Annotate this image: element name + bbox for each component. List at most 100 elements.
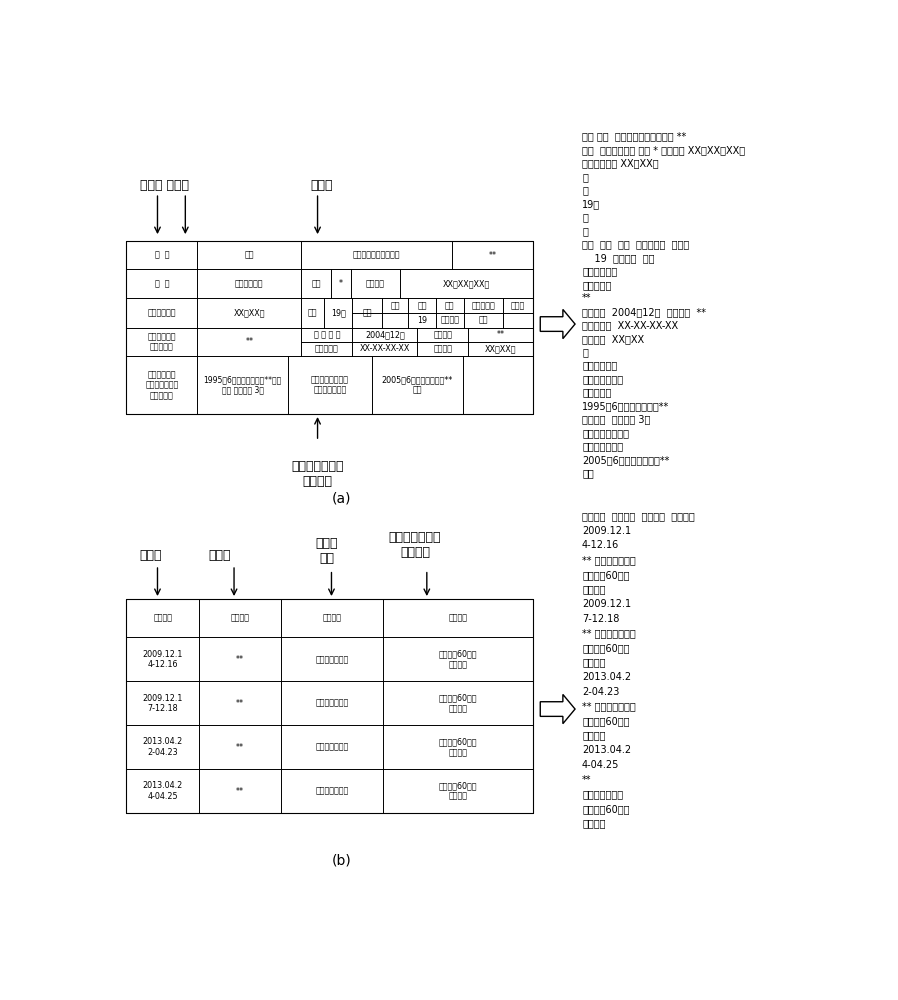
Text: 成绩合格: 成绩合格 xyxy=(582,657,605,667)
Text: 4-12.16: 4-12.16 xyxy=(582,540,620,550)
Text: *: * xyxy=(339,279,343,288)
Text: (a): (a) xyxy=(332,492,352,506)
Text: 必修课，60学时
成绩合格: 必修课，60学时 成绩合格 xyxy=(439,737,477,757)
Text: 成绩合格: 成绩合格 xyxy=(582,818,605,828)
Text: 培训项目: 培训项目 xyxy=(231,614,250,623)
Text: ** 浙江省某研究院: ** 浙江省某研究院 xyxy=(582,701,636,711)
Text: 选修课，60学时: 选修课，60学时 xyxy=(582,643,629,653)
Text: 包含硬回车的多
行字符串: 包含硬回车的多 行字符串 xyxy=(389,531,441,559)
Text: 最高学历（何年何: 最高学历（何年何 xyxy=(582,428,629,438)
Text: 何时何校何专: 何时何校何专 xyxy=(582,361,617,371)
Text: 19年: 19年 xyxy=(582,199,600,209)
Text: 2013.04.2: 2013.04.2 xyxy=(582,745,631,755)
Text: XX年XX月: XX年XX月 xyxy=(233,308,265,317)
Text: 2013.04.2
4-04.25: 2013.04.2 4-04.25 xyxy=(143,781,183,801)
Text: 性别: 性别 xyxy=(312,279,321,288)
Text: 2009.12.1
7-12.18: 2009.12.1 7-12.18 xyxy=(143,694,183,713)
Polygon shape xyxy=(541,694,575,724)
Text: 浙江省某研究院: 浙江省某研究院 xyxy=(582,789,623,799)
Text: 推荐晋升（转评）职务: 推荐晋升（转评）职务 xyxy=(353,251,401,260)
Text: 1995年6月于杭州某学院**: 1995年6月于杭州某学院** xyxy=(582,401,669,411)
Text: 现任教年级: 现任教年级 xyxy=(471,301,496,310)
Text: 选修课，60学时
成绩合格: 选修课，60学时 成绩合格 xyxy=(439,781,477,801)
Text: **: ** xyxy=(497,330,505,339)
Text: **: ** xyxy=(582,293,592,303)
Text: **: ** xyxy=(236,655,244,664)
Text: 中专: 中专 xyxy=(391,301,400,310)
Text: 2009.12.1: 2009.12.1 xyxy=(582,526,631,536)
Text: 中专  中学  小学  现任教年级  三年级: 中专 中学 小学 现任教年级 三年级 xyxy=(582,239,690,249)
Text: 2009.12.1
4-12.16: 2009.12.1 4-12.16 xyxy=(143,650,183,669)
Text: **: ** xyxy=(245,337,253,346)
Text: 杭州市某小学: 杭州市某小学 xyxy=(235,279,264,288)
Text: 何时何校何专
业毕业（肄业）
及修业年限: 何时何校何专 业毕业（肄业） 及修业年限 xyxy=(145,370,179,400)
Text: 起止时间  培训项目  组织单位  学习情况: 起止时间 培训项目 组织单位 学习情况 xyxy=(582,511,695,521)
Text: **: ** xyxy=(236,699,244,708)
Text: **: ** xyxy=(236,787,244,796)
Text: 其中: 其中 xyxy=(363,308,372,317)
Text: 及修业年限: 及修业年限 xyxy=(582,388,612,398)
Text: 单行字
符串: 单行字 符串 xyxy=(315,537,338,565)
Text: 必修课，60学时: 必修课，60学时 xyxy=(582,716,629,726)
Text: 2013.04.2
2-04.23: 2013.04.2 2-04.23 xyxy=(143,737,183,757)
Text: 2-04.23: 2-04.23 xyxy=(582,687,620,697)
Text: 2004年12月: 2004年12月 xyxy=(365,330,405,339)
Text: 学习情况: 学习情况 xyxy=(448,614,468,623)
Text: 最高学历（何年何
校何专业毕业）: 最高学历（何年何 校何专业毕业） xyxy=(311,375,349,395)
Text: 教龄: 教龄 xyxy=(308,308,318,317)
Text: 4-04.25: 4-04.25 xyxy=(582,760,620,770)
Text: 必修课，60学时
成绩合格: 必修课，60学时 成绩合格 xyxy=(439,650,477,669)
Text: 参加工作时间 XX年XX月: 参加工作时间 XX年XX月 xyxy=(582,158,658,168)
Text: 现专业技术职
务任职资格: 现专业技术职 务任职资格 xyxy=(147,332,176,352)
Text: 数: 数 xyxy=(582,172,588,182)
Text: 必修课，60学时: 必修课，60学时 xyxy=(582,570,629,580)
Text: 浙江省某研究院: 浙江省某研究院 xyxy=(315,743,348,752)
Text: 业毕业（肄业）: 业毕业（肄业） xyxy=(582,374,623,384)
Text: 包含软回车的多
行字符串: 包含软回车的多 行字符串 xyxy=(291,460,344,488)
Text: 审定时间  2004年12月  聘任职务  **: 审定时间 2004年12月 聘任职务 ** xyxy=(582,307,706,317)
Bar xyxy=(126,599,533,813)
Text: 陈某: 陈某 xyxy=(244,251,254,260)
Text: 2013.04.2: 2013.04.2 xyxy=(582,672,631,682)
Text: 浙江省某研究院: 浙江省某研究院 xyxy=(315,655,348,664)
Text: 姓  名: 姓 名 xyxy=(154,251,169,260)
Text: 校何专业毕业）: 校何专业毕业） xyxy=(582,441,623,451)
Text: 成绩合格: 成绩合格 xyxy=(582,584,605,594)
Text: 7-12.18: 7-12.18 xyxy=(582,614,620,624)
Text: 数据区: 数据区 xyxy=(209,549,232,562)
Text: 聘任时间  XX年XX: 聘任时间 XX年XX xyxy=(582,334,644,344)
Text: **: ** xyxy=(236,743,244,752)
Text: 聘任职务: 聘任职务 xyxy=(434,330,453,339)
Text: 现专业技术职: 现专业技术职 xyxy=(582,266,617,276)
Text: 任教学科: 任教学科 xyxy=(440,316,459,325)
Text: 19  任教学科  数学: 19 任教学科 数学 xyxy=(582,253,655,263)
Text: 选修课，60学时
成绩合格: 选修课，60学时 成绩合格 xyxy=(439,694,477,713)
Text: 浙江省某研究院: 浙江省某研究院 xyxy=(315,787,348,796)
Text: 三年级: 三年级 xyxy=(511,301,525,310)
Text: 19年: 19年 xyxy=(331,308,346,317)
Text: XX-XX-XX-XX: XX-XX-XX-XX xyxy=(359,344,410,353)
Text: 2005年6月于杭州某学院**: 2005年6月于杭州某学院** xyxy=(582,455,669,465)
Text: 审 定 时 间: 审 定 时 间 xyxy=(313,330,340,339)
Text: 组织单位: 组织单位 xyxy=(322,614,341,623)
Text: ** 浙江省某研究院: ** 浙江省某研究院 xyxy=(582,555,636,565)
Text: **: ** xyxy=(489,251,497,260)
Text: 选修课，60学时: 选修课，60学时 xyxy=(582,804,629,814)
Text: XX年XX月XX日: XX年XX月XX日 xyxy=(443,279,490,288)
Text: **: ** xyxy=(582,774,592,784)
Text: ** 浙江省某研究院: ** 浙江省某研究院 xyxy=(582,628,636,638)
Text: 单位  杭州市某小学 性别 * 出生年月 XX年XX月XX日: 单位 杭州市某小学 性别 * 出生年月 XX年XX月XX日 xyxy=(582,145,745,155)
Text: (b): (b) xyxy=(332,854,352,868)
Text: 毕业: 毕业 xyxy=(582,468,594,478)
Text: 1995年6月于杭州某学院**专业
毕业 修业年限 3年: 1995年6月于杭州某学院**专业 毕业 修业年限 3年 xyxy=(204,375,282,395)
Text: XX年XX月: XX年XX月 xyxy=(485,344,516,353)
Text: 2009.12.1: 2009.12.1 xyxy=(582,599,631,609)
Text: 姓名 陈某  推荐晋升（转评）职务 **: 姓名 陈某 推荐晋升（转评）职务 ** xyxy=(582,132,686,142)
Text: 专业毕业  修业年限 3年: 专业毕业 修业年限 3年 xyxy=(582,415,650,425)
Text: 中: 中 xyxy=(582,226,588,236)
Text: 出生年月: 出生年月 xyxy=(366,279,385,288)
Text: 其: 其 xyxy=(582,212,588,222)
Text: 龄: 龄 xyxy=(582,185,588,195)
Text: 19: 19 xyxy=(417,316,427,325)
Polygon shape xyxy=(541,309,575,339)
